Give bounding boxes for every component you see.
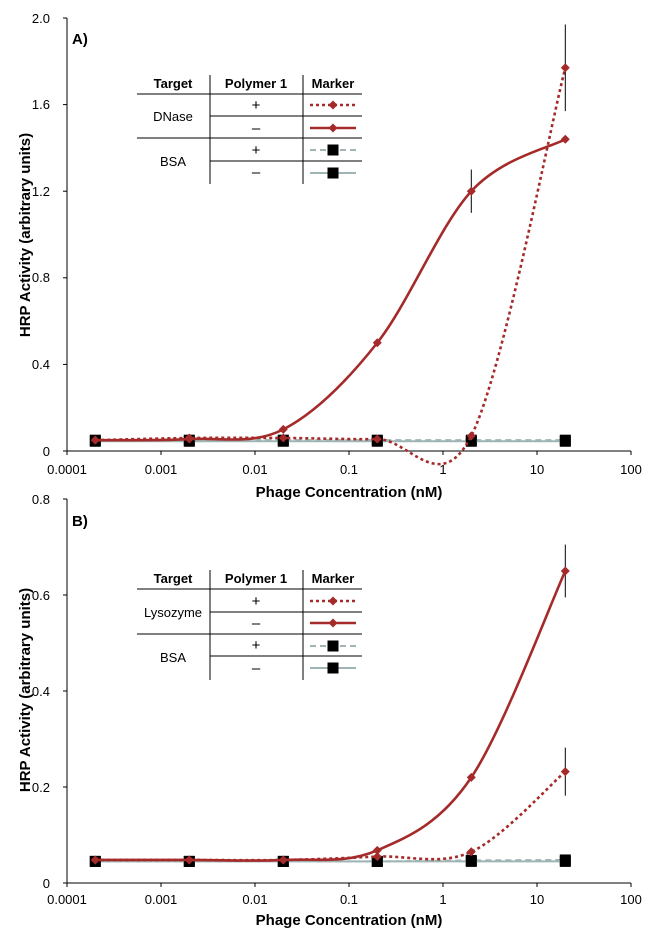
data-point-square: [559, 435, 571, 447]
y-tick-label: 0.8: [32, 270, 50, 285]
legend-polymer-sign: –: [252, 164, 261, 181]
x-tick-label: 1: [439, 462, 446, 477]
x-tick-label: 0.01: [242, 462, 267, 477]
x-tick-label: 0.0001: [47, 892, 87, 907]
data-point-diamond: [560, 134, 570, 144]
panel-label: A): [72, 31, 88, 48]
y-tick-label: 0: [43, 444, 50, 459]
series-lysozyme-with-polymer: [90, 747, 570, 865]
data-point-square: [559, 855, 571, 867]
legend-markers: [310, 100, 356, 179]
data-point-square: [327, 662, 339, 674]
y-tick-label: 0: [43, 876, 50, 891]
x-tick-label: 0.1: [340, 892, 358, 907]
y-tick-label: 2.0: [32, 11, 50, 26]
y-axis-label: HRP Activity (arbitrary units): [17, 588, 34, 792]
x-axis-label: Phage Concentration (nM): [256, 484, 443, 501]
data-point-square: [327, 144, 339, 156]
series-lysozyme-without-polymer: [90, 544, 570, 865]
legend-polymer-sign: +: [252, 142, 261, 159]
data-point-diamond: [372, 434, 382, 444]
data-point-diamond: [372, 845, 382, 855]
x-tick-labels: 0.0001 0.001 0.01 0.1 1 10 100: [47, 892, 642, 907]
chart-panel-a: HRP Activity (arbitrary units) Phage Con…: [17, 11, 642, 501]
legend-target-label: BSA: [160, 650, 186, 665]
y-tick-label: 0.2: [32, 780, 50, 795]
x-axis-label: Phage Concentration (nM): [256, 912, 443, 929]
y-tick-label: 0.4: [32, 357, 50, 372]
y-tick-label: 0.8: [32, 492, 50, 507]
legend-polymer-sign: –: [252, 660, 261, 677]
x-tick-label: 0.0001: [47, 462, 87, 477]
data-point-square: [371, 855, 383, 867]
legend-polymer-sign: –: [252, 120, 261, 137]
legend-target-label: Lysozyme: [144, 605, 202, 620]
data-point-diamond: [466, 847, 476, 857]
legend-target-label: BSA: [160, 154, 186, 169]
legend-polymer-sign: +: [252, 97, 261, 114]
legend-target-label: DNase: [153, 109, 193, 124]
data-point-diamond: [466, 431, 476, 441]
data-point-diamond: [560, 566, 570, 576]
data-point-diamond: [90, 855, 100, 865]
series-dnase-without-polymer: [90, 134, 570, 445]
data-point-diamond: [328, 596, 338, 606]
data-point-square: [465, 855, 477, 867]
y-tick-label: 1.2: [32, 184, 50, 199]
y-tick-labels: 0 0.4 0.8 1.2 1.6 2.0: [32, 11, 50, 459]
series-line: [95, 770, 567, 862]
legend-table: Target Polymer 1 Marker DNase BSA + – + …: [137, 75, 362, 184]
legend-polymer-sign: –: [252, 615, 261, 632]
data-point-diamond: [372, 852, 382, 862]
x-tick-label: 0.001: [145, 892, 178, 907]
data-point-diamond: [328, 100, 338, 110]
y-tick-label: 0.6: [32, 588, 50, 603]
data-point-diamond: [278, 855, 288, 865]
y-tick-label: 0.4: [32, 684, 50, 699]
legend-polymer-sign: +: [252, 637, 261, 654]
panel-label: B): [72, 513, 88, 530]
x-tick-label: 1: [439, 892, 446, 907]
data-point-diamond: [560, 63, 570, 73]
data-point-diamond: [466, 186, 476, 196]
data-point-square: [327, 640, 339, 652]
x-tick-label: 0.01: [242, 892, 267, 907]
data-point-diamond: [560, 767, 570, 777]
legend-header-polymer: Polymer 1: [225, 76, 287, 91]
x-tick-label: 100: [620, 462, 642, 477]
chart-panel-b: HRP Activity (arbitrary units) Phage Con…: [17, 492, 642, 929]
data-point-square: [327, 167, 339, 179]
data-point-diamond: [278, 433, 288, 443]
data-point-diamond: [372, 338, 382, 348]
legend-header-polymer: Polymer 1: [225, 571, 287, 586]
legend-markers: [310, 596, 356, 674]
data-point-diamond: [328, 123, 338, 133]
legend-header-marker: Marker: [312, 76, 355, 91]
legend-header-target: Target: [154, 571, 193, 586]
y-tick-label: 1.6: [32, 97, 50, 112]
data-point-square: [465, 435, 477, 447]
data-point-diamond: [466, 772, 476, 782]
data-point-diamond: [184, 434, 194, 444]
x-tick-label: 0.001: [145, 462, 178, 477]
legend-polymer-sign: +: [252, 593, 261, 610]
y-tick-labels: 0 0.2 0.4 0.6 0.8: [32, 492, 50, 891]
x-tick-label: 10: [530, 462, 544, 477]
x-tick-labels: 0.0001 0.001 0.01 0.1 1 10 100: [47, 462, 642, 477]
x-tick-label: 10: [530, 892, 544, 907]
data-point-diamond: [90, 435, 100, 445]
legend-table: Target Polymer 1 Marker Lysozyme BSA + –…: [137, 570, 362, 680]
data-point-diamond: [328, 618, 338, 628]
data-point-diamond: [184, 855, 194, 865]
series-line: [95, 138, 566, 442]
y-axis-label: HRP Activity (arbitrary units): [17, 133, 34, 337]
legend-header-marker: Marker: [312, 571, 355, 586]
x-tick-label: 0.1: [340, 462, 358, 477]
x-tick-label: 100: [620, 892, 642, 907]
legend-header-target: Target: [154, 76, 193, 91]
data-point-diamond: [278, 424, 288, 434]
